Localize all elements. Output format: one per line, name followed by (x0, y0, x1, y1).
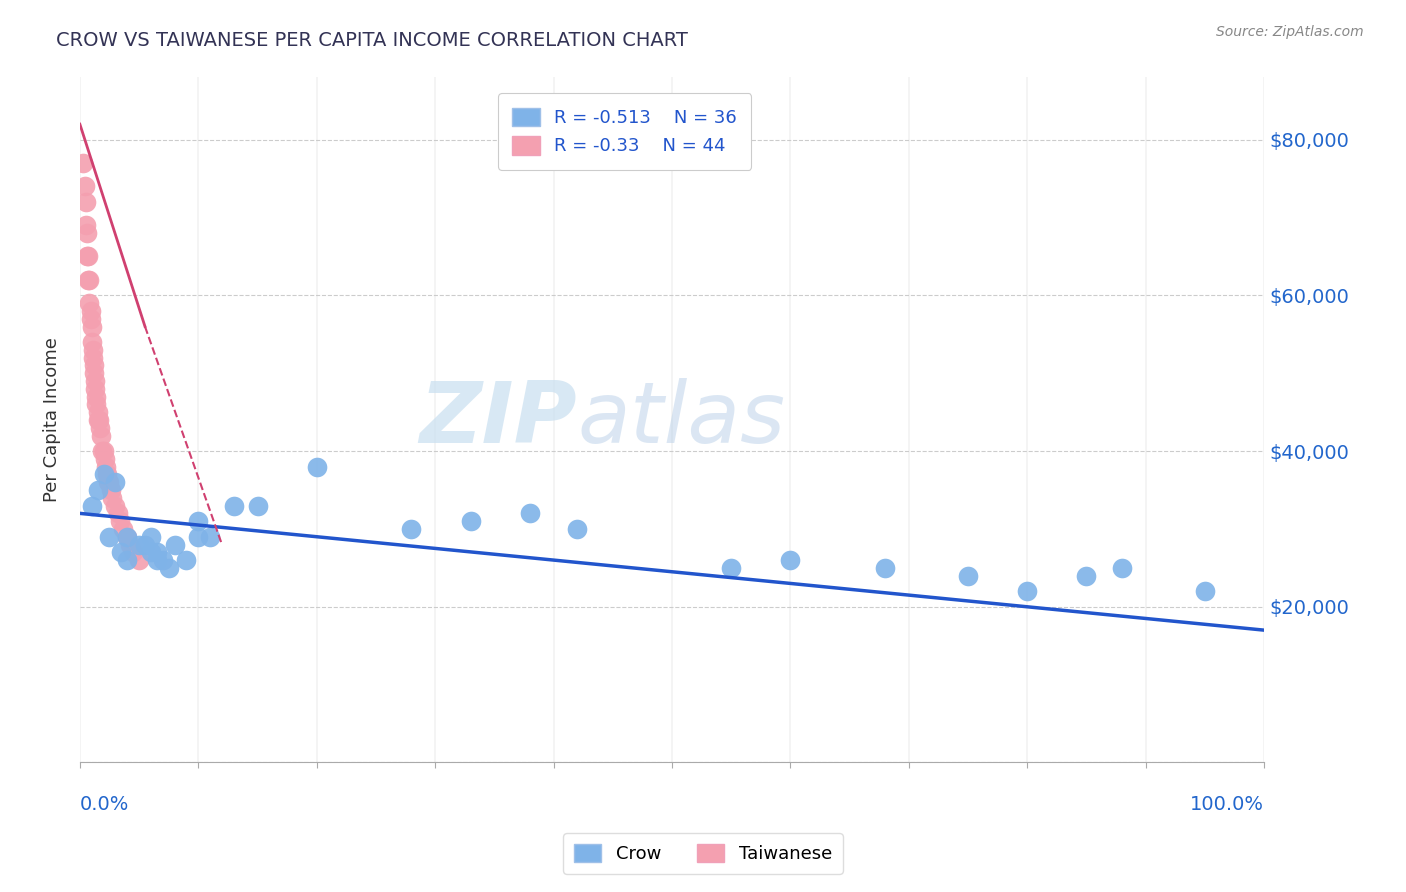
Point (110, 545, 132, 559)
Point (104, 499, 127, 513)
Point (90, 428, 112, 442)
Point (134, 537, 156, 551)
Point (96, 467, 118, 482)
Point (79, 304, 101, 318)
Point (152, 553, 174, 567)
Point (77, 250, 100, 264)
Point (519, 507, 541, 521)
Point (139, 530, 162, 544)
Point (79, 273, 101, 287)
Point (128, 537, 150, 551)
Point (176, 553, 198, 567)
Point (72, 156, 94, 170)
Point (122, 545, 145, 559)
Text: 100.0%: 100.0% (1189, 796, 1264, 814)
Point (146, 545, 169, 559)
Point (187, 514, 209, 528)
Point (720, 561, 742, 575)
Point (115, 553, 138, 567)
Y-axis label: Per Capita Income: Per Capita Income (44, 337, 60, 502)
Point (115, 530, 138, 544)
Point (83, 359, 105, 373)
Point (86, 390, 108, 404)
Point (1111, 561, 1133, 575)
Point (567, 522, 589, 536)
Point (93, 444, 115, 458)
Point (75, 194, 97, 209)
Point (128, 553, 150, 567)
Point (157, 561, 180, 575)
Point (76, 250, 98, 264)
Point (198, 530, 221, 544)
Point (305, 459, 328, 474)
Point (107, 507, 129, 521)
Point (91, 444, 114, 458)
Text: Source: ZipAtlas.com: Source: ZipAtlas.com (1216, 25, 1364, 39)
Point (779, 553, 801, 567)
Point (80, 319, 103, 334)
Point (83, 366, 105, 380)
Legend: Crow, Taiwanese: Crow, Taiwanese (564, 833, 842, 874)
Point (98, 530, 121, 544)
Point (139, 545, 162, 559)
Point (108, 514, 131, 528)
Point (84, 374, 107, 388)
Point (97, 475, 120, 490)
Point (86, 483, 108, 497)
Text: ZIP: ZIP (419, 378, 578, 461)
Point (111, 522, 134, 536)
Point (79, 296, 101, 310)
Point (460, 514, 482, 528)
Point (93, 467, 115, 482)
Point (82, 351, 104, 365)
Legend: R = -0.513    N = 36, R = -0.33    N = 44: R = -0.513 N = 36, R = -0.33 N = 44 (498, 94, 751, 170)
Point (73, 179, 96, 194)
Point (956, 568, 979, 582)
Point (875, 561, 897, 575)
Point (1076, 568, 1098, 582)
Point (86, 397, 108, 411)
Point (82, 343, 104, 357)
Point (146, 553, 169, 567)
Point (163, 537, 186, 551)
Point (222, 499, 245, 513)
Point (187, 530, 209, 544)
Point (80, 335, 103, 350)
Point (104, 475, 127, 490)
Point (86, 405, 108, 419)
Point (401, 522, 423, 536)
Text: atlas: atlas (578, 378, 785, 461)
Point (1017, 584, 1039, 599)
Point (115, 530, 138, 544)
Point (84, 382, 107, 396)
Point (93, 451, 115, 466)
Point (80, 499, 103, 513)
Point (1194, 584, 1216, 599)
Point (76, 226, 98, 240)
Point (89, 421, 111, 435)
Point (246, 499, 269, 513)
Point (118, 537, 141, 551)
Point (94, 459, 117, 474)
Point (87, 413, 110, 427)
Point (101, 491, 124, 505)
Point (86, 413, 108, 427)
Point (100, 483, 122, 497)
Point (75, 219, 97, 233)
Point (77, 273, 100, 287)
Point (98, 475, 121, 490)
Text: CROW VS TAIWANESE PER CAPITA INCOME CORRELATION CHART: CROW VS TAIWANESE PER CAPITA INCOME CORR… (56, 31, 688, 50)
Point (79, 311, 101, 326)
Text: 0.0%: 0.0% (80, 796, 129, 814)
